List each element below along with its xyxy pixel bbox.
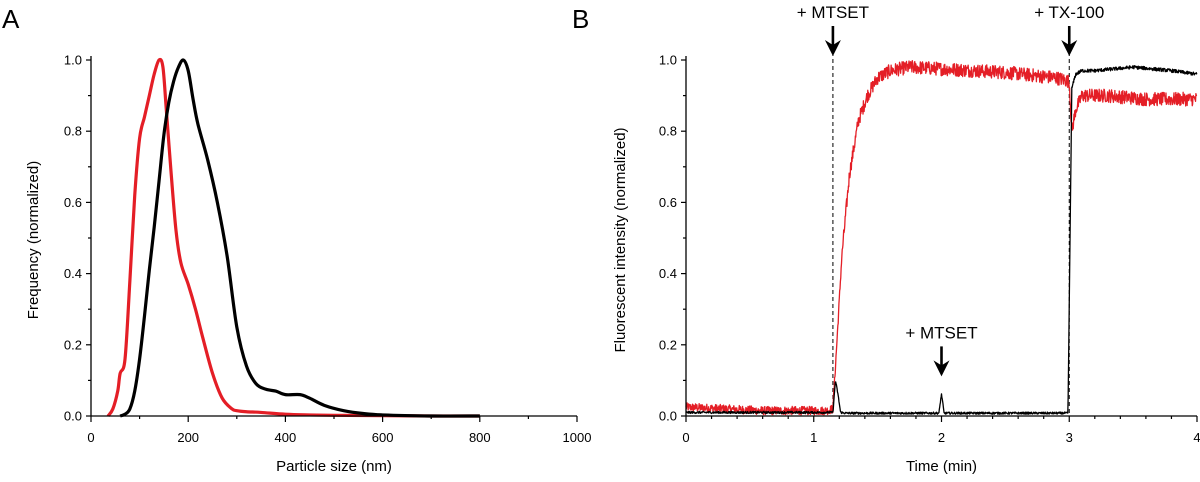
x-tick-label: 400	[275, 430, 297, 445]
y-tick-label: 0.6	[64, 195, 82, 210]
x-tick-label: 4	[1193, 430, 1200, 445]
annotation-arrow-head	[933, 360, 950, 377]
series-black-line	[685, 65, 1198, 415]
x-tick-label: 1	[810, 430, 817, 445]
y-tick-label: 1.0	[659, 53, 677, 68]
y-tick-label: 0.4	[64, 266, 82, 281]
x-tick-label: 1000	[563, 430, 592, 445]
series-red-line	[106, 57, 480, 418]
y-tick-label: 1.0	[64, 53, 82, 68]
x-tick-label: 3	[1066, 430, 1073, 445]
y-tick-label: 0.2	[659, 337, 677, 352]
y-tick-label: 0.6	[659, 195, 677, 210]
annotation-arrow-head	[824, 40, 841, 56]
annotation-label: + MTSET	[905, 323, 977, 342]
y-tick-label: 0.8	[64, 124, 82, 139]
y-tick-label: 0.0	[659, 409, 677, 424]
panel-b-chart: B 0.0 0.2 0.4 0.6 0.8 1.0 0 1 2 3 4 + MTSET + TX-10…	[572, 3, 1200, 475]
y-tick-label: 0.0	[64, 409, 82, 424]
panel-b-x-axis-title: Time (min)	[906, 458, 977, 475]
panel-a-chart: A 0.0 0.2 0.4 0.6 0.8 1.0 0 200 400 600 800 1000 Pa…	[2, 4, 591, 475]
x-tick-label: 0	[87, 430, 94, 445]
x-tick-label: 600	[372, 430, 394, 445]
panel-a-y-axis-title: Frequency (normalized)	[25, 161, 42, 319]
x-tick-label: 800	[469, 430, 491, 445]
annotation-label: + MTSET	[797, 3, 869, 22]
y-tick-label: 0.2	[64, 337, 82, 352]
panel-b-letter: B	[572, 4, 589, 34]
y-tick-label: 0.4	[659, 266, 677, 281]
series-red-line	[685, 60, 1198, 416]
x-tick-label: 200	[177, 430, 199, 445]
annotation-label: + TX-100	[1034, 3, 1104, 22]
panel-a-x-axis-title: Particle size (nm)	[276, 458, 392, 475]
series-black-line	[119, 58, 480, 418]
x-tick-label: 0	[682, 430, 689, 445]
panel-b-y-axis-title: Fluorescent intensity (normalized)	[612, 127, 629, 352]
annotation-arrow-head	[1061, 40, 1078, 56]
panel-a-letter: A	[2, 4, 20, 34]
y-tick-label: 0.8	[659, 124, 677, 139]
x-tick-label: 2	[938, 430, 945, 445]
